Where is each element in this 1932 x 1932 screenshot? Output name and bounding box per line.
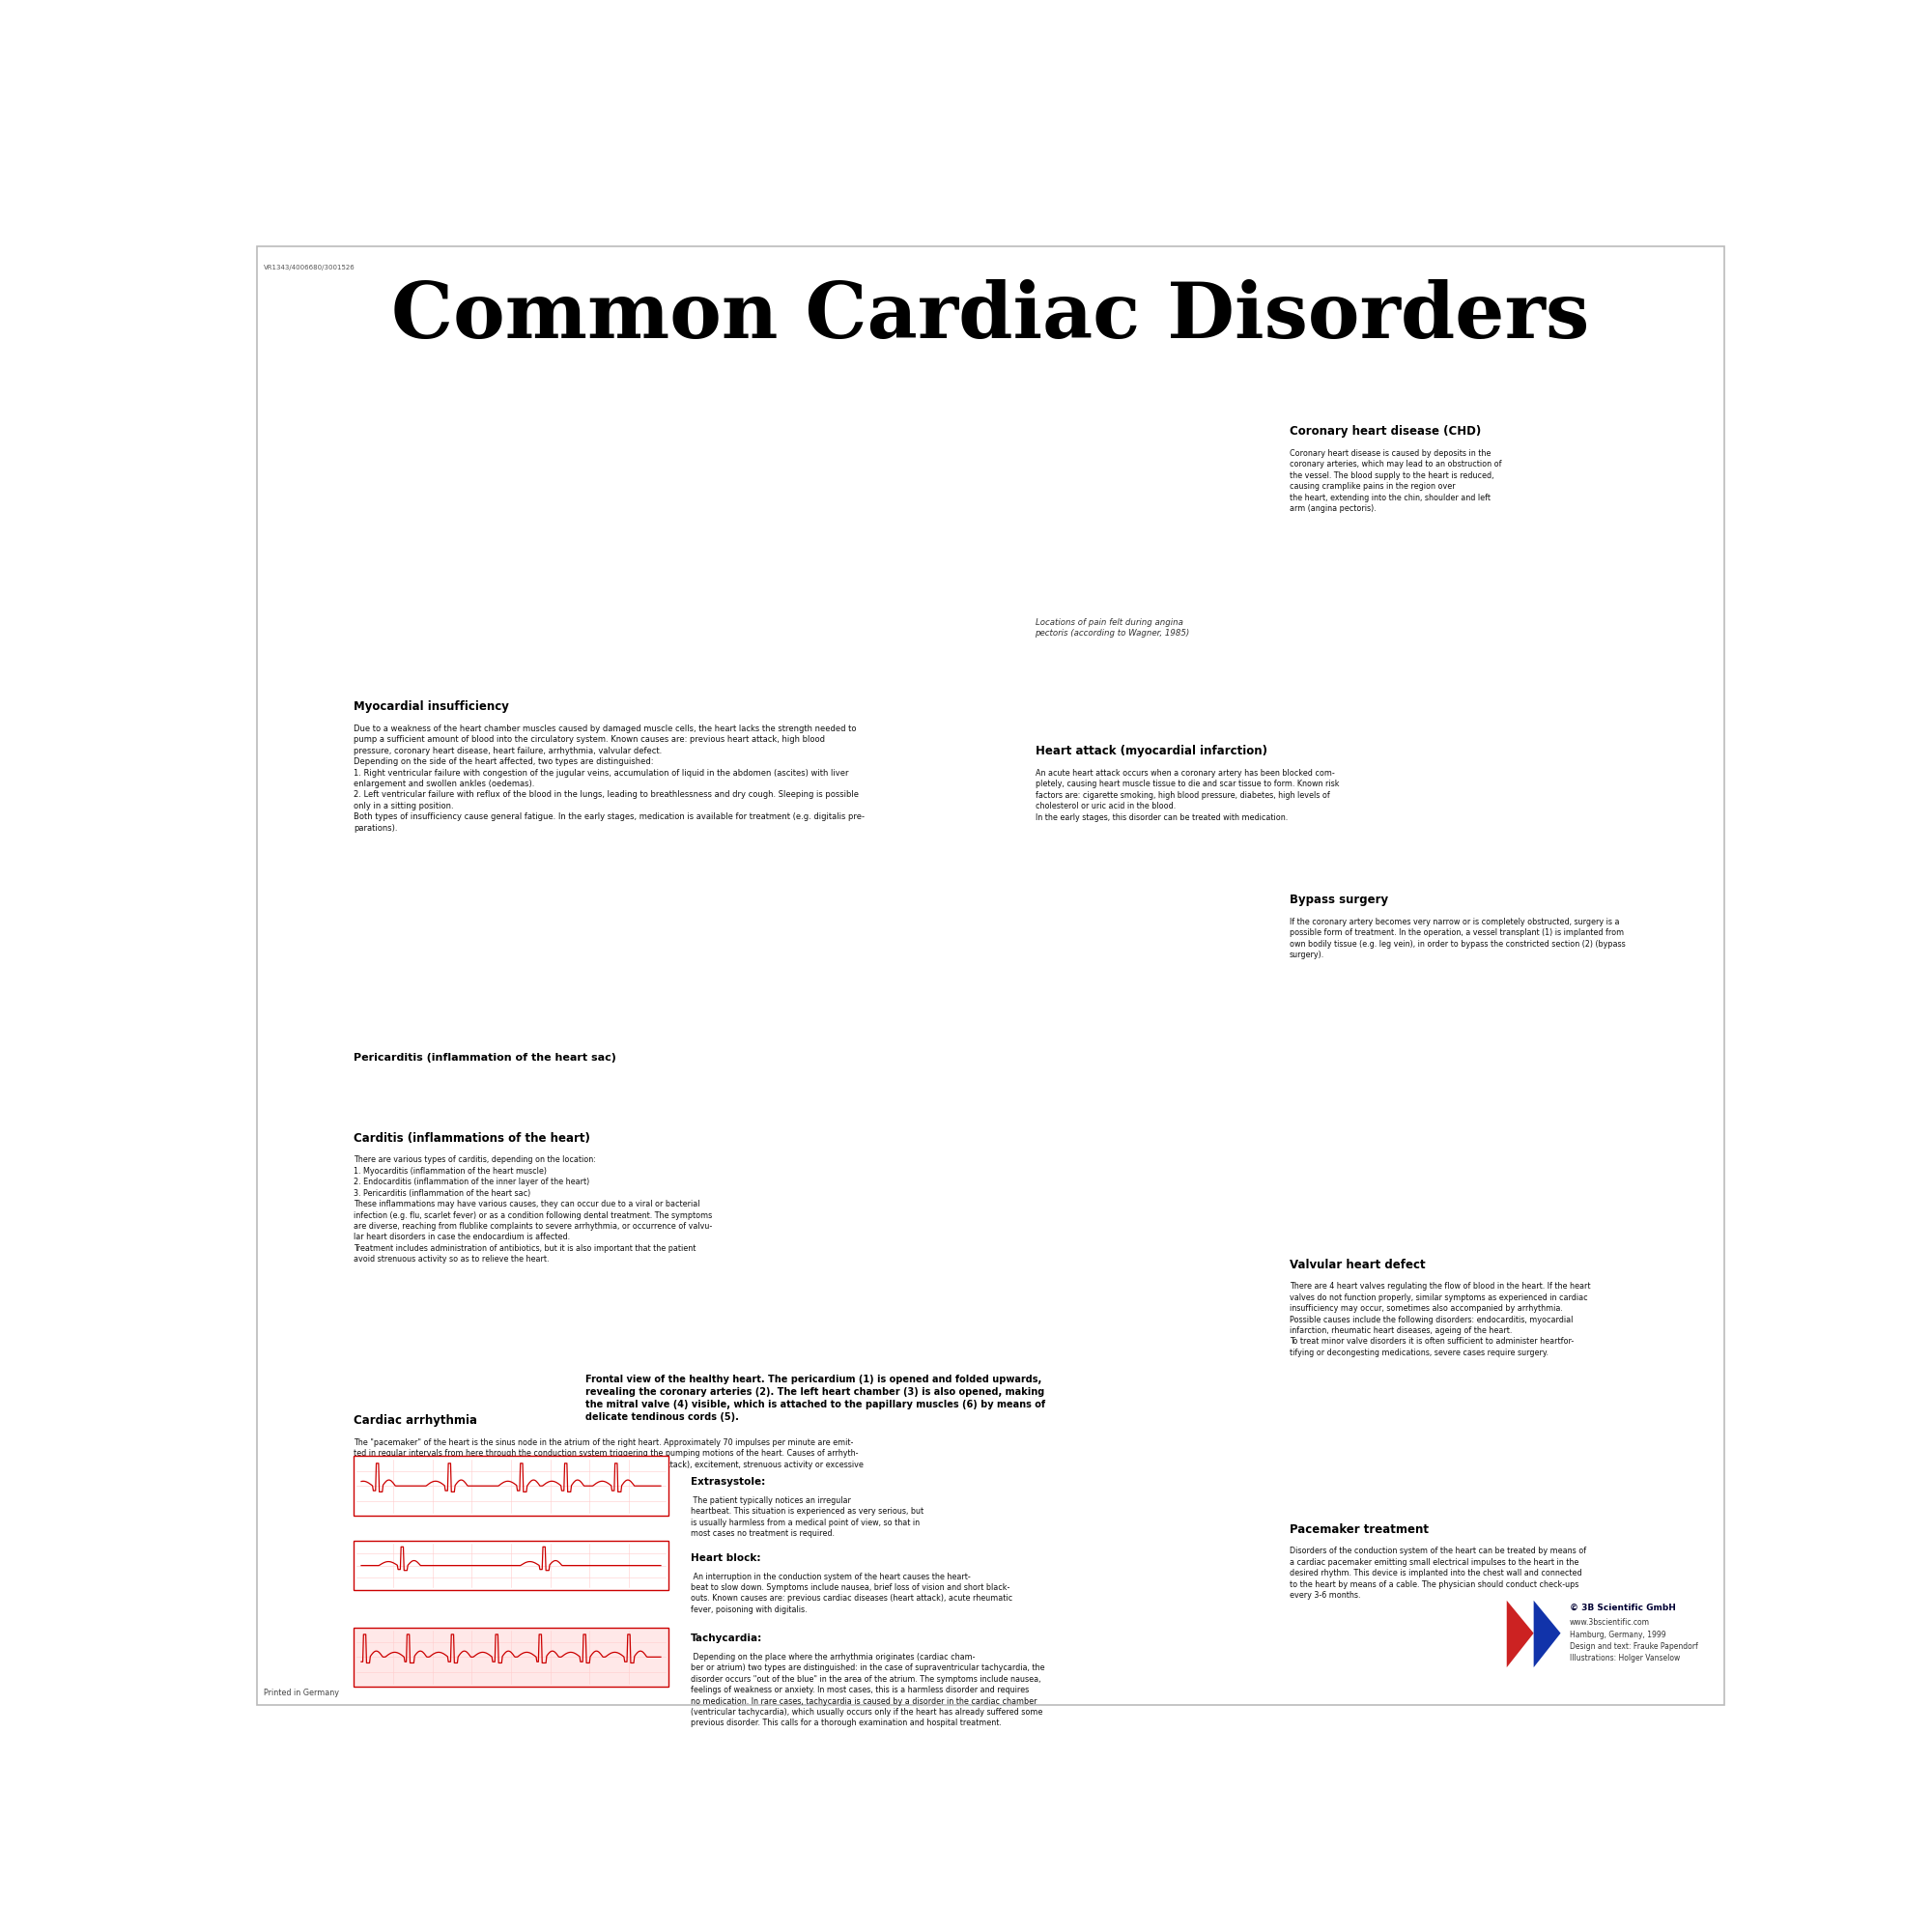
- Text: VR1343/4006680/3001526: VR1343/4006680/3001526: [265, 265, 355, 270]
- Text: Common Cardiac Disorders: Common Cardiac Disorders: [390, 280, 1590, 355]
- Text: Pericarditis (inflammation of the heart sac): Pericarditis (inflammation of the heart …: [354, 1053, 616, 1063]
- Text: Extrasystole:: Extrasystole:: [692, 1476, 765, 1486]
- FancyBboxPatch shape: [354, 1627, 668, 1687]
- Text: An interruption in the conduction system of the heart causes the heart-
beat to : An interruption in the conduction system…: [692, 1573, 1012, 1613]
- Text: The patient typically notices an irregular
heartbeat. This situation is experien: The patient typically notices an irregul…: [692, 1495, 923, 1538]
- Text: Coronary heart disease (CHD): Coronary heart disease (CHD): [1291, 425, 1482, 439]
- Text: © 3B Scientific GmbH: © 3B Scientific GmbH: [1569, 1604, 1675, 1611]
- Text: Cardiac arrhythmia: Cardiac arrhythmia: [354, 1414, 477, 1428]
- Text: Heart block:: Heart block:: [692, 1553, 761, 1563]
- Text: Heart attack (myocardial infarction): Heart attack (myocardial infarction): [1036, 746, 1267, 757]
- Text: There are 4 heart valves regulating the flow of blood in the heart. If the heart: There are 4 heart valves regulating the …: [1291, 1283, 1590, 1356]
- Text: Locations of pain felt during angina
pectoris (according to Wagner, 1985): Locations of pain felt during angina pec…: [1036, 618, 1190, 638]
- Polygon shape: [1534, 1600, 1561, 1667]
- FancyBboxPatch shape: [354, 1457, 668, 1517]
- Text: Hamburg, Germany, 1999: Hamburg, Germany, 1999: [1569, 1631, 1665, 1638]
- Text: An acute heart attack occurs when a coronary artery has been blocked com-
pletel: An acute heart attack occurs when a coro…: [1036, 769, 1339, 821]
- FancyBboxPatch shape: [354, 1542, 668, 1590]
- Text: Design and text: Frauke Papendorf: Design and text: Frauke Papendorf: [1569, 1642, 1698, 1650]
- Text: Myocardial insufficiency: Myocardial insufficiency: [354, 701, 510, 713]
- Text: Bypass surgery: Bypass surgery: [1291, 895, 1389, 906]
- Text: Carditis (inflammations of the heart): Carditis (inflammations of the heart): [354, 1132, 591, 1144]
- Text: Frontal view of the healthy heart. The pericardium (1) is opened and folded upwa: Frontal view of the healthy heart. The p…: [585, 1374, 1045, 1422]
- Text: Coronary heart disease is caused by deposits in the
coronary arteries, which may: Coronary heart disease is caused by depo…: [1291, 448, 1501, 514]
- Text: Valvular heart defect: Valvular heart defect: [1291, 1258, 1426, 1271]
- Text: Due to a weakness of the heart chamber muscles caused by damaged muscle cells, t: Due to a weakness of the heart chamber m…: [354, 724, 866, 833]
- Text: Illustrations: Holger Vanselow: Illustrations: Holger Vanselow: [1569, 1654, 1681, 1663]
- Text: Disorders of the conduction system of the heart can be treated by means of
a car: Disorders of the conduction system of th…: [1291, 1548, 1586, 1600]
- Text: Depending on the place where the arrhythmia originates (cardiac cham-
ber or atr: Depending on the place where the arrhyth…: [692, 1652, 1045, 1727]
- Text: If the coronary artery becomes very narrow or is completely obstructed, surgery : If the coronary artery becomes very narr…: [1291, 918, 1625, 960]
- Polygon shape: [1507, 1600, 1534, 1667]
- Text: The "pacemaker" of the heart is the sinus node in the atrium of the right heart.: The "pacemaker" of the heart is the sinu…: [354, 1437, 864, 1492]
- Text: There are various types of carditis, depending on the location:
1. Myocarditis (: There are various types of carditis, dep…: [354, 1155, 713, 1264]
- Text: Tachycardia:: Tachycardia:: [692, 1633, 763, 1642]
- Text: Printed in Germany: Printed in Germany: [265, 1689, 340, 1696]
- Text: Pacemaker treatment: Pacemaker treatment: [1291, 1522, 1430, 1536]
- Text: www.3bscientific.com: www.3bscientific.com: [1569, 1619, 1650, 1627]
